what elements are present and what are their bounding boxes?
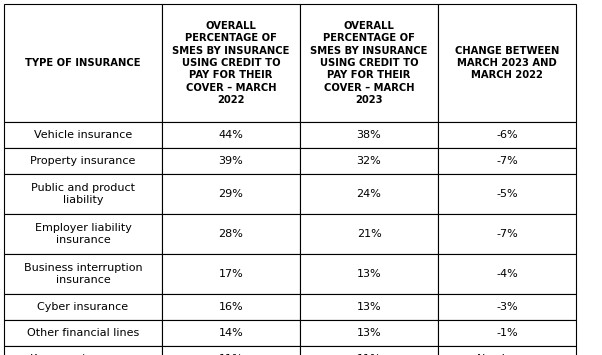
Bar	[4, 214, 162, 254]
Bar	[162, 122, 300, 148]
Text: 28%: 28%	[219, 229, 243, 239]
Bar	[300, 148, 438, 174]
Bar	[300, 320, 438, 346]
Bar	[4, 174, 162, 214]
Text: Cyber insurance: Cyber insurance	[37, 302, 129, 312]
Text: -3%: -3%	[496, 302, 518, 312]
Text: Other financial lines: Other financial lines	[27, 328, 139, 338]
Bar	[162, 174, 300, 214]
Bar	[300, 294, 438, 320]
Bar	[4, 4, 162, 122]
Bar	[300, 122, 438, 148]
Bar	[4, 320, 162, 346]
Bar	[438, 320, 576, 346]
Text: 21%: 21%	[356, 229, 382, 239]
Text: 16%: 16%	[219, 302, 243, 312]
Bar	[300, 346, 438, 355]
Bar	[438, 254, 576, 294]
Bar	[438, 4, 576, 122]
Bar	[438, 148, 576, 174]
Text: Vehicle insurance: Vehicle insurance	[34, 130, 132, 140]
Text: 17%: 17%	[219, 269, 243, 279]
Bar	[300, 214, 438, 254]
Text: OVERALL
PERCENTAGE OF
SMES BY INSURANCE
USING CREDIT TO
PAY FOR THEIR
COVER – MA: OVERALL PERCENTAGE OF SMES BY INSURANCE …	[172, 21, 290, 105]
Bar	[4, 122, 162, 148]
Text: OVERALL
PERCENTAGE OF
SMES BY INSURANCE
USING CREDIT TO
PAY FOR THEIR
COVER – MA: OVERALL PERCENTAGE OF SMES BY INSURANCE …	[310, 21, 427, 105]
Text: Key man insurance: Key man insurance	[29, 354, 137, 355]
Text: 11%: 11%	[357, 354, 381, 355]
Bar	[162, 346, 300, 355]
Bar	[162, 148, 300, 174]
Text: 11%: 11%	[219, 354, 243, 355]
Text: -7%: -7%	[496, 156, 518, 166]
Bar	[4, 254, 162, 294]
Text: -5%: -5%	[496, 189, 518, 199]
Bar	[300, 254, 438, 294]
Bar	[300, 174, 438, 214]
Text: 39%: 39%	[219, 156, 243, 166]
Bar	[438, 294, 576, 320]
Text: -4%: -4%	[496, 269, 518, 279]
Bar	[438, 122, 576, 148]
Bar	[162, 254, 300, 294]
Bar	[300, 4, 438, 122]
Text: Public and product
liability: Public and product liability	[31, 183, 135, 205]
Bar	[438, 346, 576, 355]
Text: 14%: 14%	[219, 328, 243, 338]
Bar	[162, 320, 300, 346]
Bar	[162, 294, 300, 320]
Text: 29%: 29%	[219, 189, 243, 199]
Text: 13%: 13%	[357, 269, 381, 279]
Bar	[438, 214, 576, 254]
Text: Business interruption
insurance: Business interruption insurance	[23, 263, 142, 285]
Text: TYPE OF INSURANCE: TYPE OF INSURANCE	[25, 58, 141, 68]
Text: Property insurance: Property insurance	[30, 156, 135, 166]
Text: 44%: 44%	[219, 130, 243, 140]
Bar	[438, 174, 576, 214]
Text: 24%: 24%	[356, 189, 382, 199]
Text: 13%: 13%	[357, 328, 381, 338]
Text: 32%: 32%	[356, 156, 382, 166]
Bar	[4, 346, 162, 355]
Bar	[162, 214, 300, 254]
Bar	[4, 294, 162, 320]
Text: CHANGE BETWEEN
MARCH 2023 AND
MARCH 2022: CHANGE BETWEEN MARCH 2023 AND MARCH 2022	[455, 45, 559, 80]
Text: -7%: -7%	[496, 229, 518, 239]
Bar	[4, 148, 162, 174]
Text: -6%: -6%	[496, 130, 518, 140]
Text: 13%: 13%	[357, 302, 381, 312]
Bar	[162, 4, 300, 122]
Text: 38%: 38%	[356, 130, 382, 140]
Text: No change: No change	[477, 354, 537, 355]
Text: Employer liability
insurance: Employer liability insurance	[34, 223, 131, 245]
Text: -1%: -1%	[496, 328, 518, 338]
